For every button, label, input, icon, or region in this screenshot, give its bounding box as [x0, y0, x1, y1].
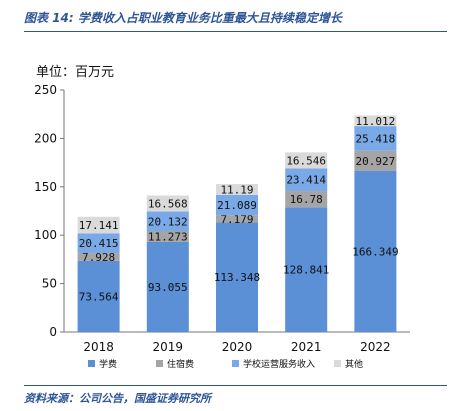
- data-label: 7.928: [82, 251, 115, 264]
- x-tick-label: 2022: [360, 340, 391, 354]
- bar-segment-1: [146, 241, 189, 332]
- data-label: 93.055: [148, 281, 188, 294]
- y-tick-label: 50: [42, 277, 57, 291]
- bar-segment-3: [285, 168, 328, 192]
- y-tick-label: 150: [34, 180, 57, 194]
- data-label: 128.841: [283, 264, 329, 277]
- data-label: 73.564: [79, 290, 119, 303]
- bar-segment-1: [354, 170, 397, 332]
- bar-segment-4: [77, 216, 120, 234]
- data-label: 166.349: [352, 245, 398, 258]
- bar-segment-4: [285, 152, 328, 169]
- x-tick-label: 2021: [291, 340, 322, 354]
- bar-segment-4: [216, 184, 258, 195]
- chart-title: 图表 14: 学费收入占职业教育业务比重最大且持续稳定增长: [24, 11, 342, 25]
- data-label: 11.19: [220, 183, 253, 196]
- y-tick-label: 0: [49, 325, 57, 339]
- bar-segment-2: [354, 150, 397, 171]
- y-tick-label: 250: [34, 83, 57, 97]
- x-tick-label: 2018: [83, 340, 114, 354]
- bar-segment-3: [77, 233, 120, 254]
- data-label: 113.348: [214, 271, 260, 284]
- legend-swatch: [88, 360, 95, 367]
- y-tick-label: 200: [34, 131, 57, 145]
- bar-segment-4: [146, 195, 189, 212]
- bar-segment-3: [354, 126, 397, 151]
- source-note: 资料来源：公司公告，国盛证券研究所: [24, 392, 211, 405]
- x-tick-label: 2020: [222, 340, 253, 354]
- bar-segment-1: [285, 207, 328, 332]
- title-divider: [24, 31, 447, 32]
- source-divider: [24, 385, 447, 386]
- bar-segment-2: [146, 231, 189, 242]
- bar-segment-1: [216, 222, 258, 332]
- data-label: 25.418: [356, 132, 396, 145]
- legend-label: 住宿费: [167, 358, 194, 370]
- legend-swatch: [334, 360, 341, 367]
- bar-segment-2: [285, 191, 328, 208]
- legend-label: 学费: [99, 358, 117, 370]
- data-label: 20.927: [356, 155, 396, 168]
- data-label: 20.132: [148, 215, 188, 228]
- y-tick-label: 100: [34, 228, 57, 242]
- x-tick-label: 2019: [153, 340, 184, 354]
- data-label: 21.089: [217, 199, 257, 212]
- legend-label: 学校运营服务收入: [243, 358, 315, 370]
- bar-segment-3: [216, 194, 258, 216]
- data-label: 16.78: [290, 193, 323, 206]
- bar-segment-4: [354, 115, 397, 127]
- bar-segment-3: [146, 211, 189, 232]
- data-label: 11.012: [356, 115, 396, 128]
- data-label: 7.179: [220, 213, 253, 226]
- data-label: 17.141: [79, 219, 119, 232]
- data-label: 16.568: [148, 198, 188, 211]
- data-label: 16.546: [286, 154, 326, 167]
- unit-label: 单位：百万元: [36, 65, 114, 80]
- data-label: 23.414: [286, 174, 326, 187]
- bar-segment-1: [77, 260, 120, 332]
- data-label: 20.415: [79, 237, 119, 250]
- bar-segment-2: [77, 253, 120, 261]
- legend-label: 其他: [345, 358, 363, 370]
- bar-segment-2: [216, 215, 258, 223]
- data-label: 11.273: [148, 230, 188, 243]
- legend-swatch: [232, 360, 239, 367]
- legend-swatch: [156, 360, 163, 367]
